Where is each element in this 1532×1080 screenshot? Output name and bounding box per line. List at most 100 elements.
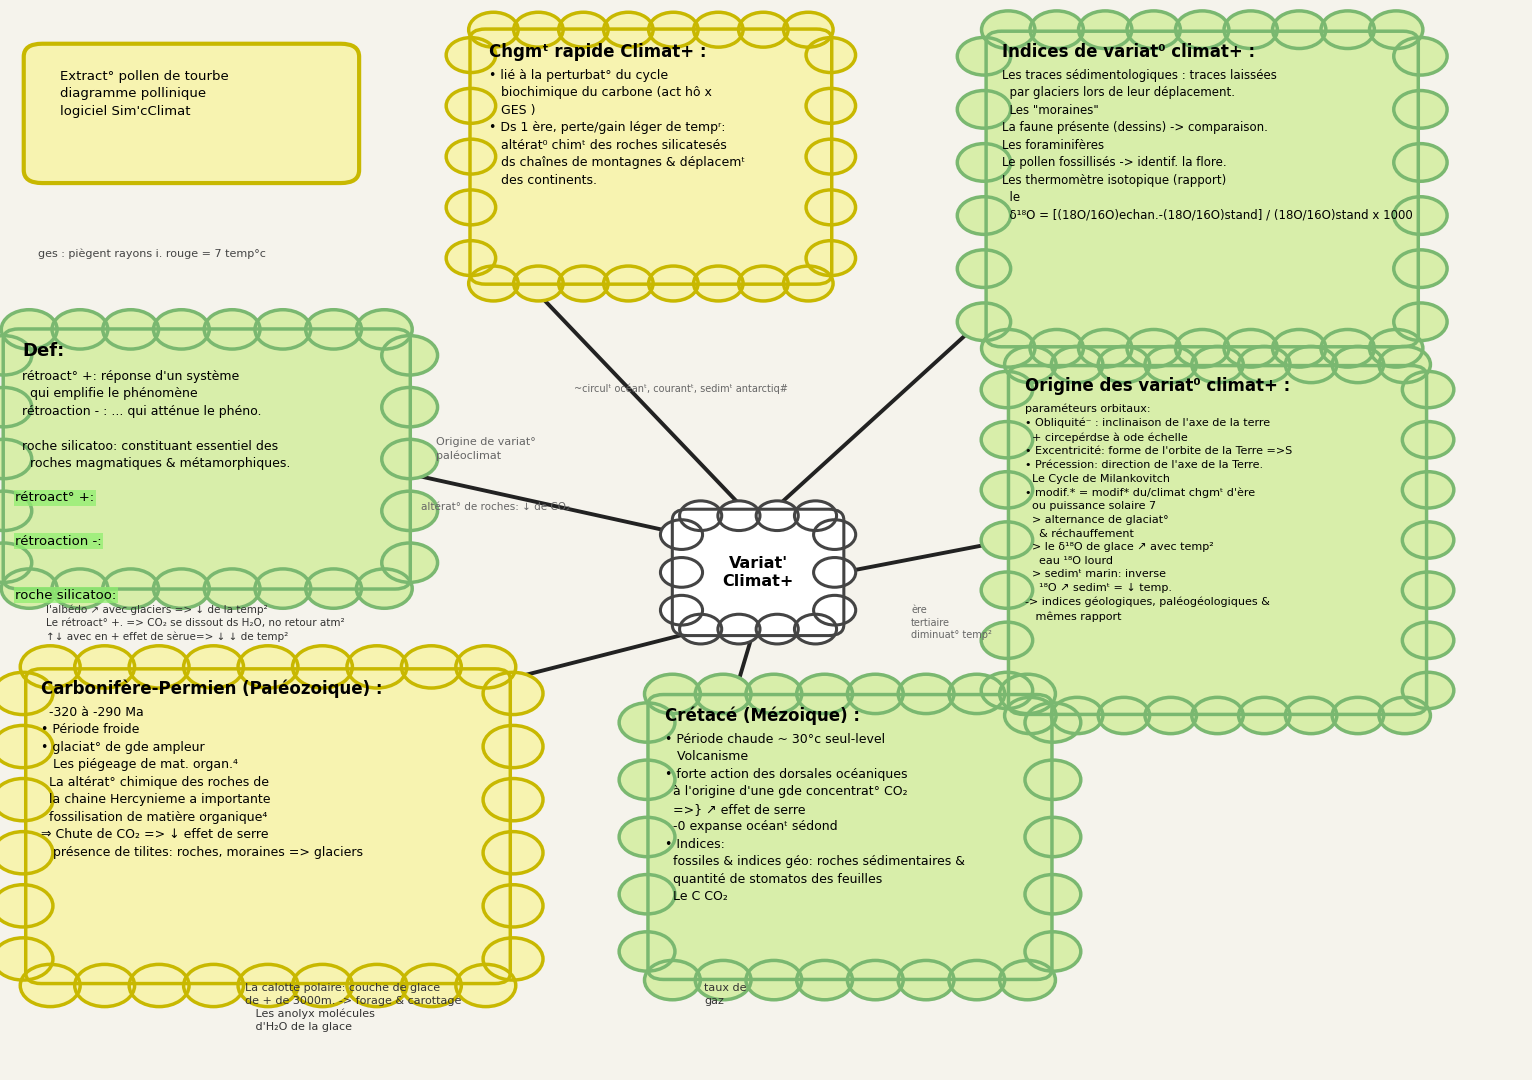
Circle shape [1394, 249, 1448, 287]
Circle shape [738, 266, 787, 301]
Circle shape [813, 557, 856, 588]
Circle shape [958, 144, 1011, 181]
Circle shape [980, 572, 1033, 608]
Circle shape [948, 960, 1005, 1000]
Circle shape [980, 472, 1033, 508]
Circle shape [103, 310, 158, 349]
Circle shape [1402, 472, 1454, 508]
Circle shape [1273, 11, 1325, 49]
Circle shape [254, 310, 311, 349]
FancyBboxPatch shape [26, 669, 510, 984]
Circle shape [0, 388, 32, 427]
Circle shape [746, 960, 801, 1000]
Circle shape [1079, 329, 1132, 367]
Circle shape [293, 964, 352, 1007]
Circle shape [0, 440, 32, 478]
Circle shape [1333, 347, 1383, 382]
Circle shape [1025, 760, 1080, 799]
Circle shape [795, 615, 836, 644]
Text: rétroact° +: réponse d'un système
  qui emplifie le phénomène
rétroaction - : ..: rétroact° +: réponse d'un système qui em… [21, 370, 291, 471]
Circle shape [958, 38, 1011, 75]
Circle shape [813, 519, 856, 550]
Circle shape [75, 646, 135, 688]
Circle shape [559, 266, 608, 301]
Circle shape [20, 964, 80, 1007]
Circle shape [958, 249, 1011, 287]
Circle shape [797, 960, 852, 1000]
Circle shape [306, 310, 362, 349]
Circle shape [619, 932, 676, 971]
Circle shape [457, 964, 516, 1007]
Circle shape [645, 674, 700, 714]
Circle shape [795, 501, 836, 530]
Circle shape [0, 491, 32, 530]
Circle shape [619, 760, 676, 799]
Circle shape [0, 543, 32, 582]
Circle shape [381, 388, 438, 427]
Circle shape [1402, 622, 1454, 659]
Text: ère
tertiaire
diminuat° temp²: ère tertiaire diminuat° temp² [912, 605, 993, 640]
Circle shape [483, 779, 542, 821]
Circle shape [483, 937, 542, 980]
Circle shape [513, 12, 564, 48]
Circle shape [898, 674, 954, 714]
Circle shape [982, 11, 1036, 49]
Circle shape [1333, 698, 1383, 733]
Circle shape [401, 646, 461, 688]
Circle shape [604, 266, 653, 301]
Circle shape [1051, 698, 1103, 733]
Circle shape [948, 674, 1005, 714]
Circle shape [757, 615, 798, 644]
Circle shape [1030, 329, 1083, 367]
Circle shape [660, 595, 703, 625]
Circle shape [660, 557, 703, 588]
Circle shape [2, 310, 57, 349]
Circle shape [1379, 347, 1431, 382]
Circle shape [1025, 703, 1080, 742]
Circle shape [457, 646, 516, 688]
Circle shape [1394, 197, 1448, 234]
Circle shape [847, 960, 904, 1000]
Circle shape [204, 310, 260, 349]
Circle shape [1273, 329, 1325, 367]
Circle shape [1025, 932, 1080, 971]
Text: Chgmᵗ rapide Climat+ :: Chgmᵗ rapide Climat+ : [489, 43, 706, 60]
Circle shape [648, 12, 699, 48]
Circle shape [103, 569, 158, 608]
Circle shape [1005, 698, 1056, 733]
Circle shape [1098, 698, 1149, 733]
FancyBboxPatch shape [470, 29, 832, 284]
Circle shape [401, 964, 461, 1007]
Circle shape [469, 266, 518, 301]
Circle shape [1370, 329, 1423, 367]
Circle shape [680, 501, 722, 530]
Circle shape [306, 569, 362, 608]
FancyBboxPatch shape [23, 43, 358, 183]
Circle shape [1394, 38, 1448, 75]
Text: l'albédo ↗ avec glaciers => ↓ de la temp²
Le rétroact° +. => CO₂ se dissout ds H: l'albédo ↗ avec glaciers => ↓ de la temp… [46, 605, 345, 642]
Circle shape [694, 266, 743, 301]
Text: Def:: Def: [21, 342, 64, 361]
FancyBboxPatch shape [673, 510, 844, 635]
Circle shape [980, 672, 1033, 708]
Circle shape [75, 964, 135, 1007]
Circle shape [381, 440, 438, 478]
Circle shape [1379, 698, 1431, 733]
Text: • Période chaude ~ 30°c seul-level
   Volcanisme
• forte action des dorsales océ: • Période chaude ~ 30°c seul-level Volca… [665, 733, 965, 904]
Circle shape [813, 595, 856, 625]
Circle shape [898, 960, 954, 1000]
Circle shape [1192, 698, 1244, 733]
Circle shape [1175, 11, 1229, 49]
Circle shape [184, 646, 244, 688]
Circle shape [1144, 698, 1196, 733]
Circle shape [381, 336, 438, 375]
Circle shape [446, 190, 496, 225]
Circle shape [293, 646, 352, 688]
Circle shape [694, 12, 743, 48]
Circle shape [806, 139, 855, 174]
Circle shape [1394, 144, 1448, 181]
Text: Extract° pollen de tourbe
diagramme pollinique
logiciel Sim'cClimat: Extract° pollen de tourbe diagramme poll… [60, 69, 230, 118]
Circle shape [1128, 11, 1180, 49]
Circle shape [980, 421, 1033, 458]
Circle shape [1051, 347, 1103, 382]
